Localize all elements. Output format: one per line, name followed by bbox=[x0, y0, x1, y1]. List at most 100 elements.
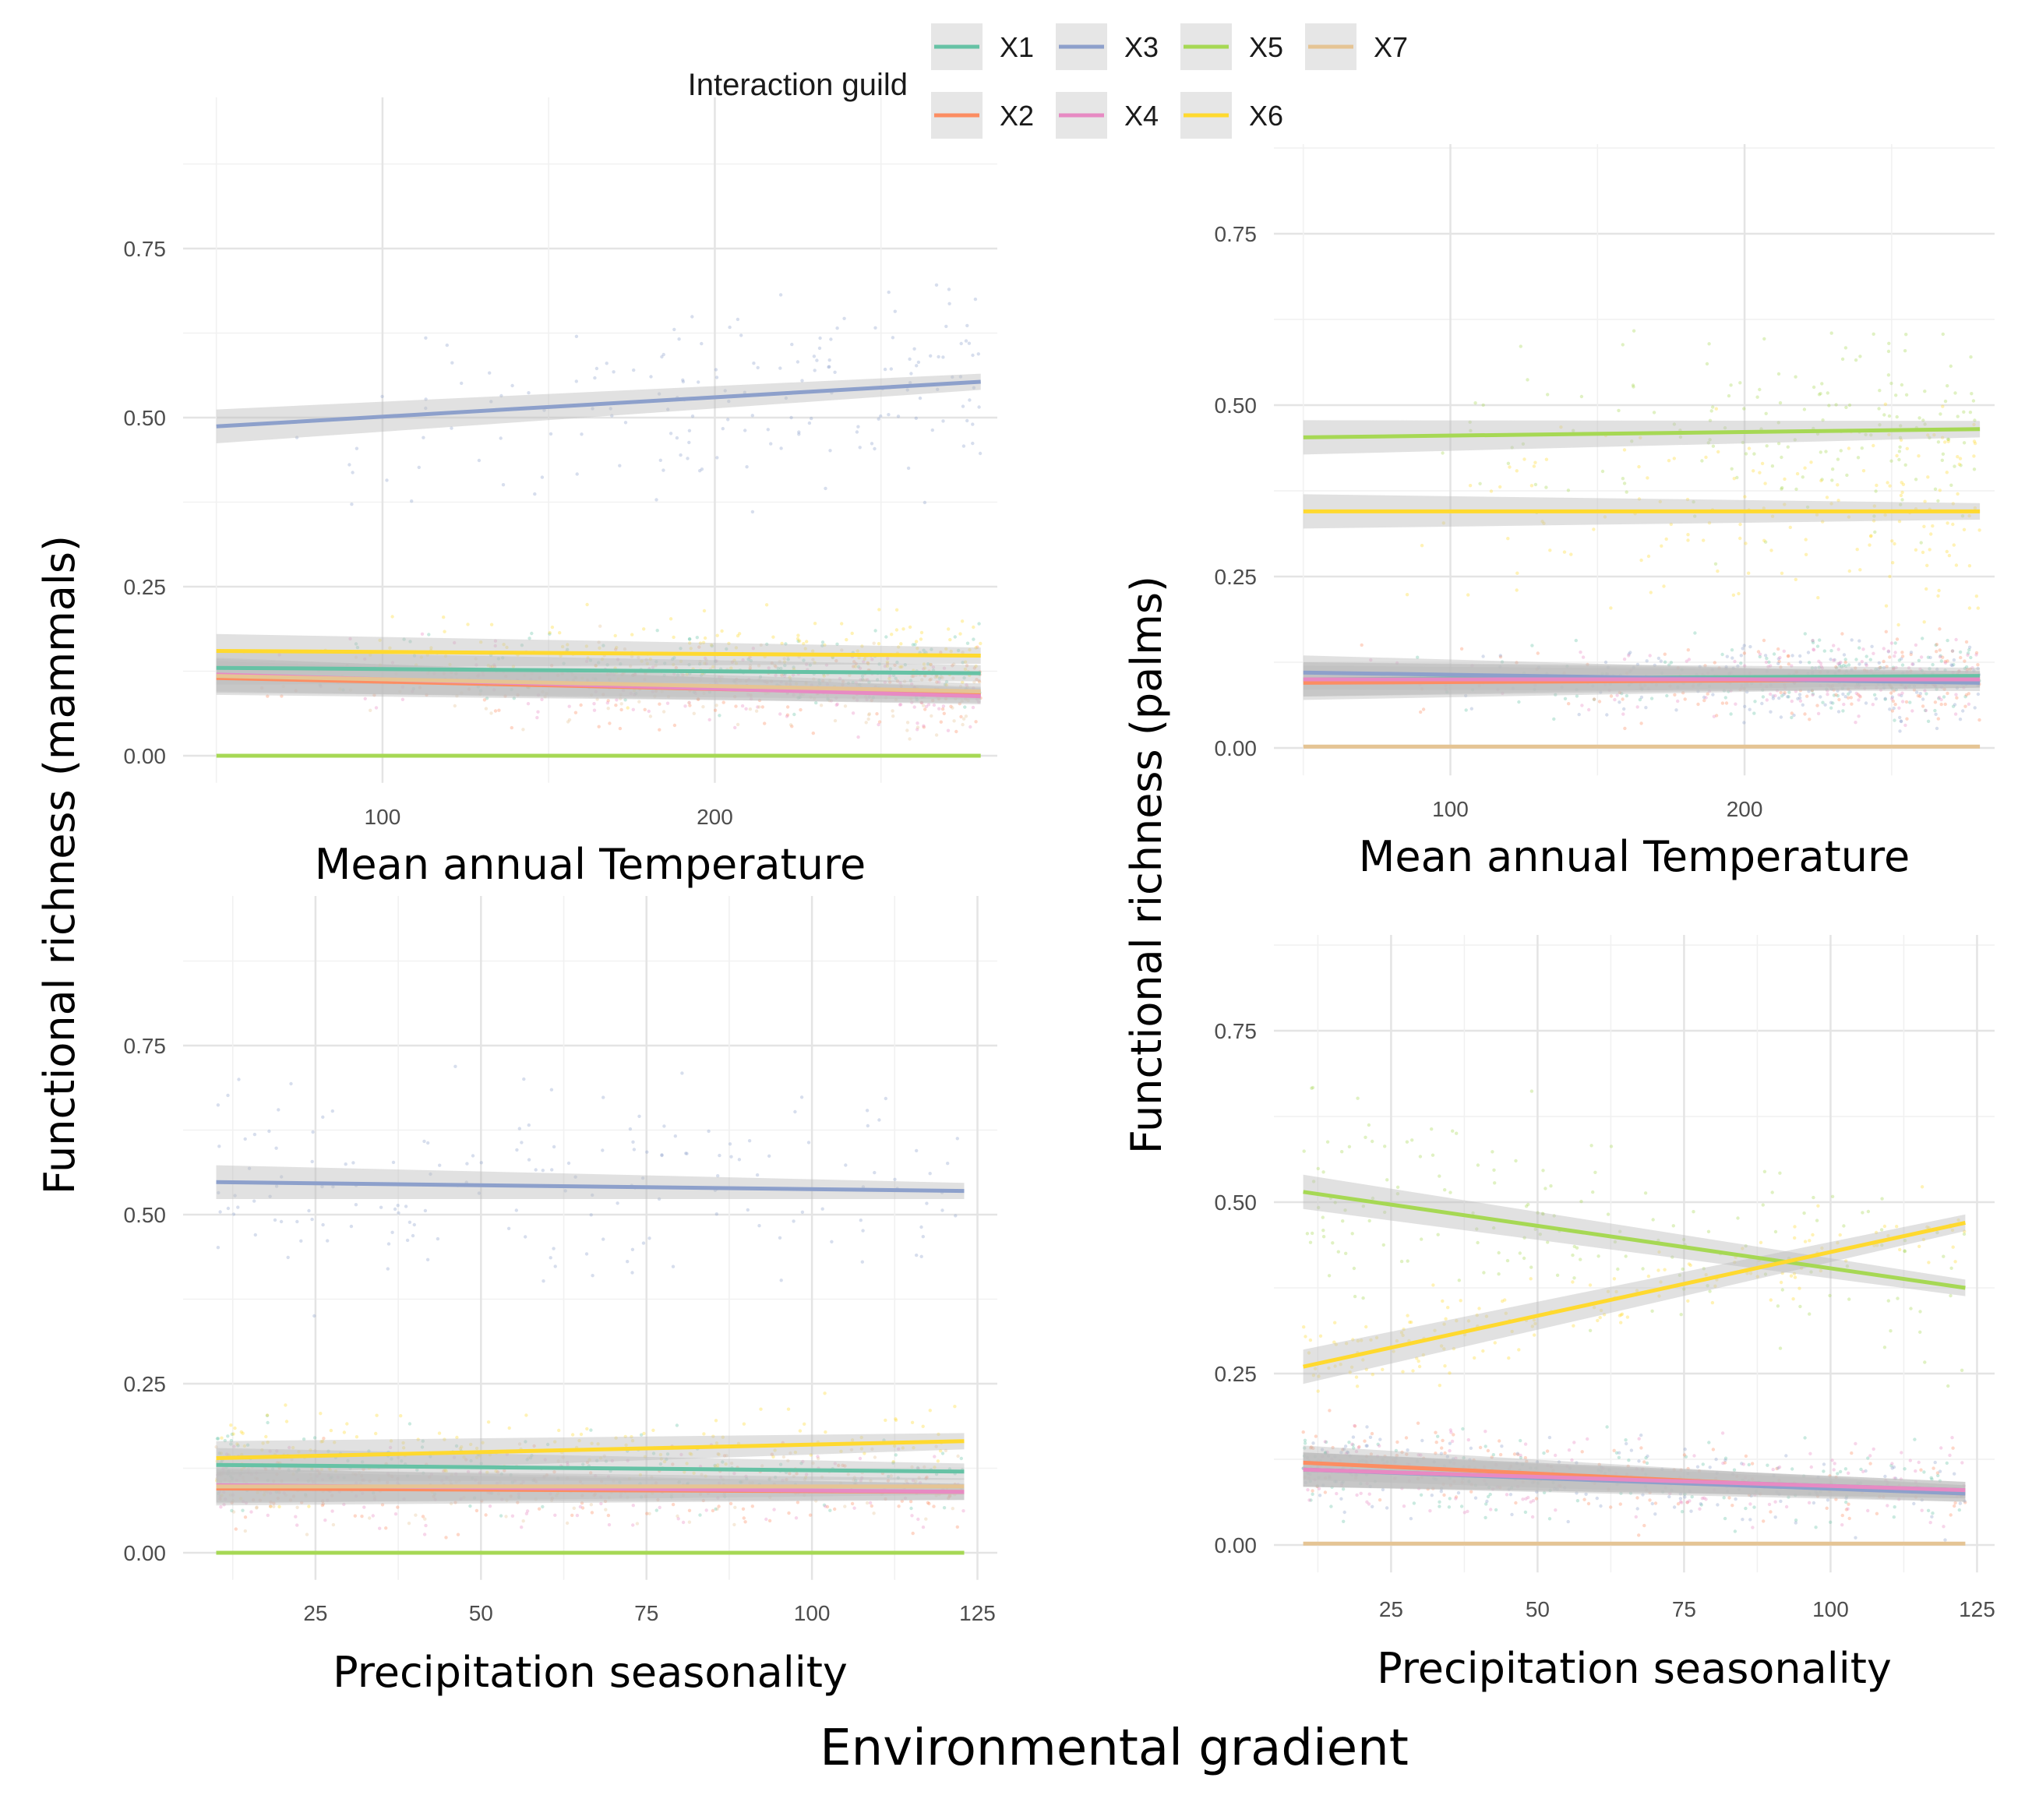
scatter-point bbox=[1833, 1462, 1836, 1466]
scatter-point bbox=[1815, 704, 1819, 707]
scatter-point bbox=[850, 631, 854, 636]
scatter-point bbox=[537, 1507, 542, 1511]
scatter-point bbox=[899, 684, 903, 689]
scatter-point bbox=[1536, 651, 1540, 655]
scatter-point bbox=[1378, 1444, 1381, 1448]
scatter-point bbox=[687, 700, 691, 705]
scatter-point bbox=[940, 1451, 945, 1455]
scatter-point bbox=[330, 1509, 334, 1513]
scatter-point bbox=[854, 661, 859, 666]
scatter-point bbox=[1946, 439, 1950, 443]
scatter-point bbox=[1958, 457, 1963, 460]
scatter-point bbox=[1936, 594, 1940, 598]
scatter-point bbox=[1776, 647, 1780, 651]
scatter-point bbox=[813, 661, 817, 665]
scatter-point bbox=[823, 1391, 827, 1395]
scatter-point bbox=[642, 627, 646, 631]
scatter-point bbox=[919, 1254, 923, 1259]
scatter-point bbox=[1378, 1498, 1382, 1502]
scatter-point bbox=[715, 456, 719, 460]
scatter-point bbox=[1714, 407, 1718, 411]
scatter-point bbox=[1961, 709, 1965, 713]
scatter-point bbox=[1711, 693, 1715, 697]
scatter-point bbox=[1883, 697, 1887, 701]
scatter-point bbox=[312, 1436, 317, 1440]
scatter-point bbox=[939, 720, 944, 724]
scatter-point bbox=[1464, 708, 1468, 712]
scatter-point bbox=[866, 713, 871, 717]
scatter-point bbox=[1672, 1505, 1677, 1509]
scatter-point bbox=[1466, 593, 1470, 597]
scatter-point bbox=[923, 707, 927, 711]
scatter-point bbox=[1939, 412, 1942, 416]
scatter-point bbox=[616, 677, 620, 681]
scatter-point bbox=[412, 654, 417, 658]
scatter-point bbox=[1890, 686, 1894, 690]
scatter-point bbox=[1547, 1435, 1552, 1440]
scatter-point bbox=[942, 711, 947, 715]
scatter-point bbox=[1489, 489, 1494, 493]
scatter-point bbox=[921, 1235, 926, 1239]
scatter-point bbox=[798, 1429, 803, 1433]
scatter-point bbox=[654, 660, 658, 664]
scatter-point bbox=[680, 1071, 684, 1075]
scatter-point bbox=[651, 665, 655, 669]
scatter-point bbox=[1682, 1453, 1687, 1457]
scatter-point bbox=[1579, 650, 1582, 654]
scatter-point bbox=[941, 419, 945, 423]
scatter-point bbox=[422, 1139, 426, 1144]
scatter-point bbox=[1368, 1435, 1373, 1440]
scatter-point bbox=[1857, 698, 1861, 702]
scatter-point bbox=[1444, 1317, 1448, 1321]
scatter-point bbox=[1935, 726, 1939, 731]
scatter-point bbox=[1884, 604, 1889, 608]
scatter-point bbox=[1364, 1135, 1367, 1140]
scatter-point bbox=[868, 1501, 873, 1505]
scatter-point bbox=[393, 1207, 397, 1212]
scatter-point bbox=[628, 664, 633, 668]
scatter-point bbox=[1500, 1444, 1504, 1448]
scatter-point bbox=[1681, 1267, 1685, 1272]
scatter-point bbox=[641, 1241, 646, 1245]
scatter-point bbox=[915, 647, 919, 651]
scatter-point bbox=[828, 679, 832, 682]
scatter-point bbox=[1493, 1341, 1498, 1345]
scatter-point bbox=[566, 1161, 571, 1166]
scatter-point bbox=[679, 647, 683, 651]
scatter-point bbox=[1644, 706, 1648, 710]
scatter-point bbox=[1962, 410, 1966, 414]
scatter-point bbox=[1946, 638, 1949, 643]
scatter-point bbox=[834, 659, 838, 663]
scatter-point bbox=[1318, 1494, 1322, 1497]
scatter-point bbox=[524, 1413, 528, 1417]
x-tick-label: 50 bbox=[1526, 1597, 1550, 1621]
scatter-point bbox=[476, 674, 480, 678]
scatter-point bbox=[1919, 541, 1923, 545]
scatter-point bbox=[812, 354, 817, 358]
scatter-point bbox=[956, 1454, 960, 1458]
scatter-point bbox=[873, 1455, 877, 1459]
scatter-point bbox=[1448, 1190, 1452, 1194]
scatter-point bbox=[479, 640, 483, 644]
scatter-point bbox=[1931, 662, 1935, 667]
scatter-point bbox=[1672, 457, 1676, 460]
scatter-point bbox=[1921, 550, 1925, 555]
scatter-point bbox=[964, 339, 968, 343]
scatter-point bbox=[1355, 1384, 1360, 1388]
scatter-point bbox=[1919, 1468, 1923, 1472]
scatter-point bbox=[1858, 568, 1862, 572]
scatter-point bbox=[796, 633, 800, 637]
scatter-point bbox=[511, 665, 516, 668]
scatter-point bbox=[550, 625, 555, 630]
scatter-point bbox=[833, 1507, 837, 1511]
scatter-point bbox=[1889, 641, 1894, 645]
scatter-point bbox=[1819, 695, 1822, 699]
scatter-point bbox=[690, 315, 694, 319]
scatter-point bbox=[1943, 661, 1948, 665]
scatter-point bbox=[553, 1513, 557, 1518]
scatter-point bbox=[264, 1434, 268, 1439]
scatter-point bbox=[943, 682, 947, 686]
x-axis-title: Mean annual Temperature bbox=[315, 840, 866, 889]
scatter-point bbox=[893, 309, 898, 313]
scatter-point bbox=[549, 1256, 552, 1260]
